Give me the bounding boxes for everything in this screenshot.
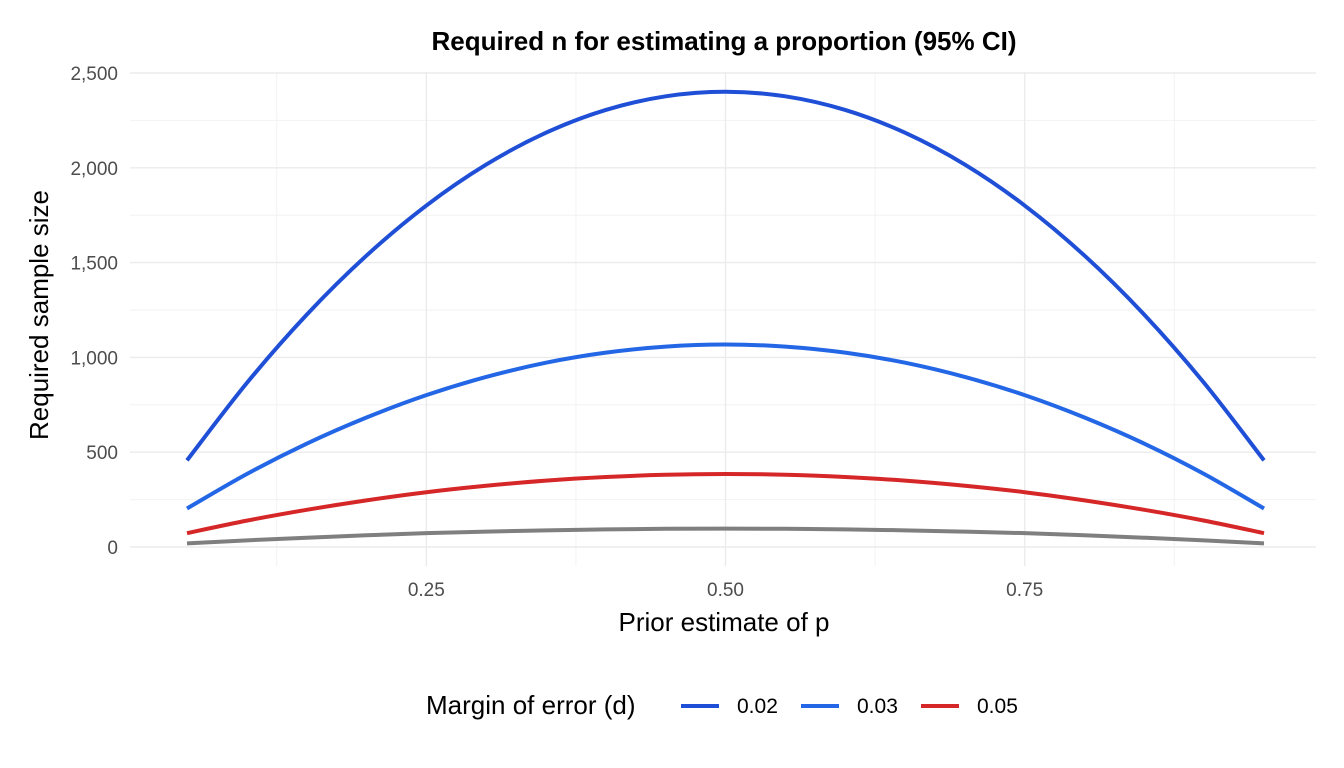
y-tick-label: 500: [86, 443, 118, 464]
y-tick-label: 0: [107, 538, 118, 559]
x-tick-label: 0.50: [707, 580, 744, 601]
series-line-0-02: [185, 89, 1266, 462]
y-tick-label: 2,500: [70, 64, 118, 85]
y-tick-label: 2,000: [70, 159, 118, 180]
y-axis-title: Required sample size: [24, 190, 54, 440]
x-tick-label: 0.75: [1006, 580, 1043, 601]
x-axis-title: Prior estimate of p: [619, 607, 830, 637]
chart-title: Required n for estimating a proportion (…: [431, 26, 1016, 56]
series-line-unlabeled: [186, 526, 1265, 546]
legend-label-0-03: 0.03: [857, 695, 898, 718]
series-line-0-05: [186, 472, 1265, 536]
x-tick-label: 0.25: [408, 580, 445, 601]
legend-title: Margin of error (d): [426, 690, 636, 720]
y-tick-label: 1,000: [70, 348, 118, 369]
series-line-0-03: [186, 342, 1265, 511]
legend-label-0-02: 0.02: [737, 695, 778, 718]
grid: [130, 72, 1316, 566]
series-group: [185, 89, 1266, 546]
legend: Margin of error (d) 0.02 0.03 0.05: [426, 690, 1018, 720]
legend-label-0-05: 0.05: [977, 695, 1018, 718]
x-tick-labels: 0.25 0.50 0.75: [408, 580, 1043, 601]
y-tick-label: 1,500: [70, 254, 118, 275]
y-tick-labels: 0 500 1,000 1,500 2,000 2,500: [70, 64, 118, 559]
